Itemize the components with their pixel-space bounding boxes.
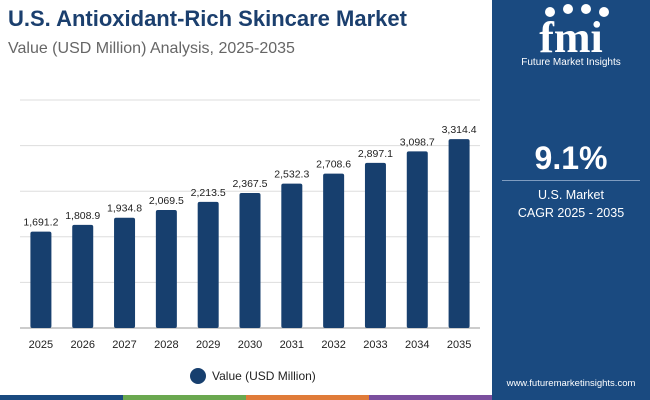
bottom-bar-segment xyxy=(0,395,123,400)
bar-value-label: 2,213.5 xyxy=(191,187,226,199)
bar-2025 xyxy=(30,231,52,328)
bar-2028 xyxy=(155,210,177,328)
bar-value-label: 2,367.5 xyxy=(232,178,267,190)
legend-label: Value (USD Million) xyxy=(212,369,316,383)
bar-2030 xyxy=(239,193,261,328)
divider xyxy=(502,180,640,181)
bar-2031 xyxy=(281,183,303,328)
bar-value-label: 2,897.1 xyxy=(358,148,393,160)
bar-2033 xyxy=(364,162,386,328)
legend-marker xyxy=(190,368,206,384)
logo-icon-circle xyxy=(599,7,609,17)
chart-title: U.S. Antioxidant-Rich Skincare Market xyxy=(8,6,407,31)
website-link[interactable]: www.futuremarketinsights.com xyxy=(506,378,636,389)
fmi-logo: fmi xyxy=(539,4,609,62)
bar-2034 xyxy=(406,151,428,328)
x-tick-label: 2025 xyxy=(29,339,53,351)
bar-value-label: 2,069.5 xyxy=(149,195,184,207)
logo-text: fmi xyxy=(539,13,603,62)
x-tick-label: 2029 xyxy=(196,339,220,351)
bar-value-label: 1,934.8 xyxy=(107,203,142,215)
logo-subtext: Future Market Insights xyxy=(521,57,621,68)
x-tick-labels: 2025 2026 2027 2028 2029 2030 2031 2032 2033 2034… xyxy=(29,339,472,351)
x-tick-label: 2028 xyxy=(154,339,178,351)
x-tick-label: 2026 xyxy=(70,339,94,351)
chart-subtitle: Value (USD Million) Analysis, 2025-2035 xyxy=(8,40,295,57)
cagr-market-label: U.S. Market xyxy=(538,188,604,202)
bar-2027 xyxy=(114,217,136,328)
bar-value-label: 3,098.7 xyxy=(400,136,435,148)
legend: Value (USD Million) xyxy=(190,368,316,384)
x-tick-label: 2034 xyxy=(405,339,429,351)
bottom-color-bar xyxy=(0,395,492,400)
bar-2032 xyxy=(323,173,345,328)
cagr-value: 9.1% xyxy=(534,140,608,176)
bottom-bar-segment xyxy=(369,395,492,400)
x-tick-label: 2031 xyxy=(280,339,304,351)
bar-value-label: 3,314.4 xyxy=(442,124,477,136)
bottom-bar-segment xyxy=(246,395,369,400)
logo-icon-circle xyxy=(545,7,555,17)
bar-value-label: 1,691.2 xyxy=(23,217,58,229)
logo-icon-circle xyxy=(581,4,591,14)
bottom-bar-segment xyxy=(123,395,246,400)
bar-2029 xyxy=(197,201,219,328)
bar-value-label: 2,532.3 xyxy=(274,169,309,181)
bar-value-label: 1,808.9 xyxy=(65,210,100,222)
bar-chart: 1,691.2 1,808.9 1,934.8 2,069.5 2,213.5 2,367… xyxy=(20,99,480,384)
bar-2035 xyxy=(448,139,470,328)
x-tick-label: 2030 xyxy=(238,339,262,351)
x-tick-label: 2032 xyxy=(321,339,345,351)
bars xyxy=(30,139,470,328)
side-panel: fmi Future Market Insights 9.1% U.S. Mar… xyxy=(492,0,650,400)
bar-value-labels: 1,691.2 1,808.9 1,934.8 2,069.5 2,213.5 2,367… xyxy=(23,124,476,229)
x-tick-label: 2035 xyxy=(447,339,471,351)
x-tick-label: 2027 xyxy=(112,339,136,351)
x-tick-label: 2033 xyxy=(363,339,387,351)
bar-value-label: 2,708.6 xyxy=(316,159,351,171)
bar-2026 xyxy=(72,224,94,328)
cagr-period-label: CAGR 2025 - 2035 xyxy=(517,206,625,220)
logo-icon-circle xyxy=(563,4,573,14)
